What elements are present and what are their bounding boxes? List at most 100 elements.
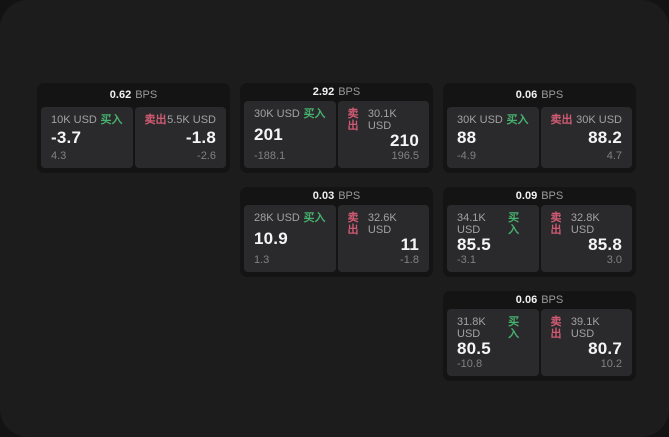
bps-value: 0.06 xyxy=(515,89,538,101)
sell-panel-top: 卖出 5.5K USD xyxy=(145,114,217,126)
sell-panel-top: 卖出 32.8K USD xyxy=(551,212,623,236)
quote-card: 0.06 BPS 31.8K USD 买入 80.5 -10.8 卖出 39.1… xyxy=(443,291,636,381)
buy-panel-top: 34.1K USD 买入 xyxy=(457,212,529,236)
sell-amount: 32.8K USD xyxy=(570,212,600,236)
buy-panel-top: 10K USD 买入 xyxy=(51,114,123,126)
card-header: 2.92 BPS xyxy=(240,83,433,101)
sell-panel[interactable]: 卖出 39.1K USD 80.7 10.2 xyxy=(540,309,632,376)
card-header: 0.03 BPS xyxy=(240,187,433,205)
sell-panel[interactable]: 卖出 5.5K USD -1.8 -2.6 xyxy=(134,107,226,168)
buy-price: 201 xyxy=(254,125,283,144)
buy-panel-top: 31.8K USD 买入 xyxy=(457,316,529,340)
bps-unit-label: BPS xyxy=(541,190,564,202)
sell-panel-top: 卖出 30K USD xyxy=(551,114,623,126)
sell-panel[interactable]: 卖出 30.1K USD 210 196.5 xyxy=(337,101,429,168)
sell-price: 210 xyxy=(390,131,419,150)
buy-amount: 30K USD xyxy=(457,114,503,126)
sell-panel[interactable]: 卖出 32.8K USD 85.8 3.0 xyxy=(540,205,632,272)
buy-delta: -188.1 xyxy=(254,150,286,162)
bps-value: 2.92 xyxy=(312,86,335,98)
sell-delta: 4.7 xyxy=(606,150,622,162)
buy-amount: 28K USD xyxy=(254,212,300,224)
bps-value: 0.03 xyxy=(312,190,335,202)
sell-delta: -2.6 xyxy=(197,150,216,162)
sell-panel-top: 卖出 30.1K USD xyxy=(348,108,420,132)
buy-panel-top: 30K USD 买入 xyxy=(254,108,326,120)
buy-panel[interactable]: 28K USD 买入 10.9 1.3 xyxy=(244,205,336,272)
quote-panels: 10K USD 买入 -3.7 4.3 卖出 5.5K USD -1.8 -2.… xyxy=(41,107,226,168)
buy-price: 80.5 xyxy=(457,339,491,358)
quote-card: 0.06 BPS 30K USD 买入 88 -4.9 卖出 30K USD 8… xyxy=(443,83,636,173)
sell-price: 11 xyxy=(400,235,419,254)
buy-side-label: 买入 xyxy=(506,114,529,126)
sell-amount: 32.6K USD xyxy=(367,212,397,236)
buy-panel[interactable]: 34.1K USD 买入 85.5 -3.1 xyxy=(447,205,539,272)
buy-price: -3.7 xyxy=(51,128,82,147)
quote-card: 0.09 BPS 34.1K USD 买入 85.5 -3.1 卖出 32.8K… xyxy=(443,187,636,277)
quote-panels: 34.1K USD 买入 85.5 -3.1 卖出 32.8K USD 85.8… xyxy=(447,205,632,272)
sell-amount: 39.1K USD xyxy=(570,316,600,340)
buy-side-label: 买入 xyxy=(303,212,326,224)
buy-side-label: 买入 xyxy=(303,108,326,120)
buy-amount: 34.1K USD xyxy=(457,212,486,236)
card-header: 0.62 BPS xyxy=(37,83,230,107)
sell-amount: 5.5K USD xyxy=(167,114,216,126)
buy-panel[interactable]: 31.8K USD 买入 80.5 -10.8 xyxy=(447,309,539,376)
bps-unit-label: BPS xyxy=(338,86,361,98)
sell-side-label: 卖出 xyxy=(550,316,562,340)
buy-panel[interactable]: 30K USD 买入 201 -188.1 xyxy=(244,101,336,168)
sell-panel[interactable]: 卖出 32.6K USD 11 -1.8 xyxy=(337,205,429,272)
sell-side-label: 卖出 xyxy=(347,212,359,236)
buy-price: 88 xyxy=(457,128,477,147)
buy-amount: 31.8K USD xyxy=(457,316,486,340)
buy-panel[interactable]: 10K USD 买入 -3.7 4.3 xyxy=(41,107,133,168)
quote-panels: 31.8K USD 买入 80.5 -10.8 卖出 39.1K USD 80.… xyxy=(447,309,632,376)
sell-side-label: 卖出 xyxy=(550,114,573,126)
card-header: 0.09 BPS xyxy=(443,187,636,205)
bps-unit-label: BPS xyxy=(338,190,361,202)
buy-delta: -4.9 xyxy=(457,150,476,162)
quote-panels: 30K USD 买入 88 -4.9 卖出 30K USD 88.2 4.7 xyxy=(447,107,632,168)
quote-card: 2.92 BPS 30K USD 买入 201 -188.1 卖出 30.1K … xyxy=(240,83,433,173)
buy-amount: 10K USD xyxy=(51,114,97,126)
sell-panel-top: 卖出 39.1K USD xyxy=(551,316,623,340)
buy-price: 85.5 xyxy=(457,235,491,254)
sell-side-label: 卖出 xyxy=(144,114,167,126)
buy-amount: 30K USD xyxy=(254,108,300,120)
buy-delta: -3.1 xyxy=(457,254,476,266)
sell-panel-top: 卖出 32.6K USD xyxy=(348,212,420,236)
buy-panel-top: 28K USD 买入 xyxy=(254,212,326,224)
sell-amount: 30K USD xyxy=(576,114,622,126)
buy-delta: 1.3 xyxy=(254,254,270,266)
buy-panel[interactable]: 30K USD 买入 88 -4.9 xyxy=(447,107,539,168)
sell-delta: 196.5 xyxy=(391,150,419,162)
sell-delta: 3.0 xyxy=(606,254,622,266)
quote-card: 0.62 BPS 10K USD 买入 -3.7 4.3 卖出 5.5K USD… xyxy=(37,83,230,173)
bps-value: 0.62 xyxy=(109,89,132,101)
sell-price: 85.8 xyxy=(588,235,622,254)
bps-value: 0.09 xyxy=(515,190,538,202)
sell-side-label: 卖出 xyxy=(347,108,359,132)
sell-side-label: 卖出 xyxy=(550,212,562,236)
quote-panels: 28K USD 买入 10.9 1.3 卖出 32.6K USD 11 -1.8 xyxy=(244,205,429,272)
buy-delta: -10.8 xyxy=(457,358,483,370)
quote-panels: 30K USD 买入 201 -188.1 卖出 30.1K USD 210 1… xyxy=(244,101,429,168)
sell-delta: -1.8 xyxy=(400,254,419,266)
sell-amount: 30.1K USD xyxy=(367,108,397,132)
buy-side-label: 买入 xyxy=(100,114,123,126)
buy-side-label: 买入 xyxy=(508,316,520,340)
quote-card: 0.03 BPS 28K USD 买入 10.9 1.3 卖出 32.6K US… xyxy=(240,187,433,277)
card-header: 0.06 BPS xyxy=(443,291,636,309)
buy-delta: 4.3 xyxy=(51,150,67,162)
sell-delta: 10.2 xyxy=(600,358,622,370)
bps-unit-label: BPS xyxy=(135,89,158,101)
buy-panel-top: 30K USD 买入 xyxy=(457,114,529,126)
sell-price: -1.8 xyxy=(185,128,216,147)
bps-value: 0.06 xyxy=(515,294,538,306)
sell-price: 88.2 xyxy=(588,128,622,147)
bps-unit-label: BPS xyxy=(541,294,564,306)
sell-panel[interactable]: 卖出 30K USD 88.2 4.7 xyxy=(540,107,632,168)
buy-side-label: 买入 xyxy=(508,212,520,236)
cards-grid: 0.62 BPS 10K USD 买入 -3.7 4.3 卖出 5.5K USD… xyxy=(37,83,636,381)
